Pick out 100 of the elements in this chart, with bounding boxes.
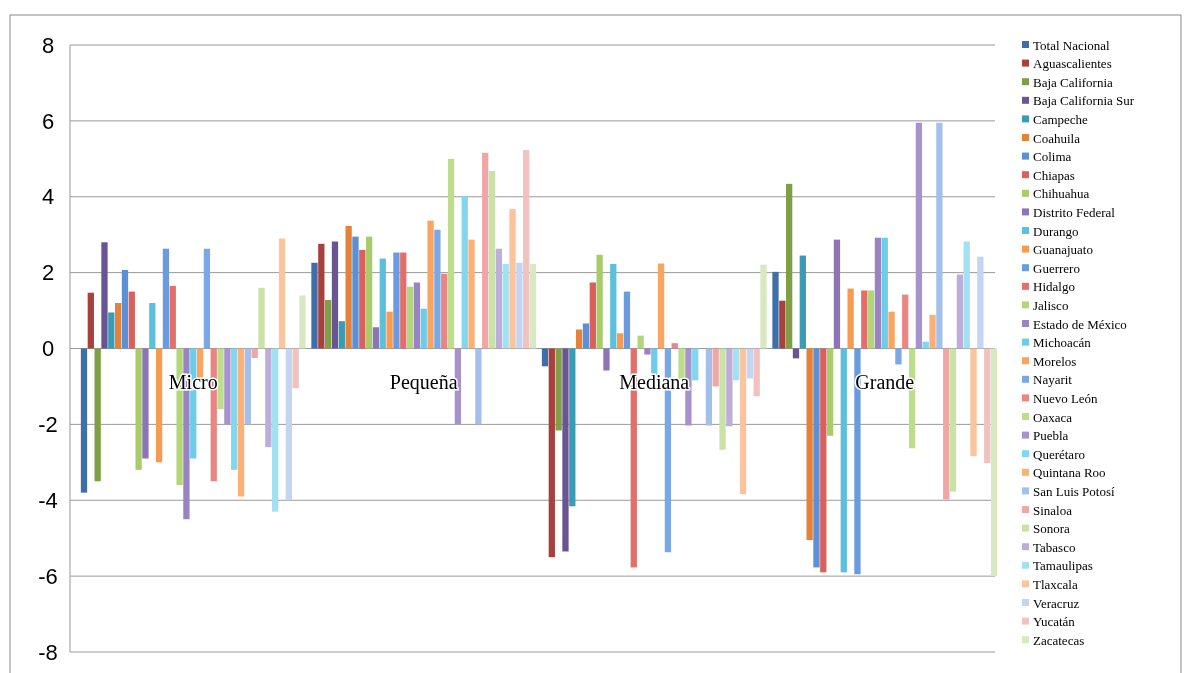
bar [265,348,272,448]
bar [726,348,733,427]
legend-label: Morelos [1033,353,1077,369]
legend-label: Nuevo León [1033,390,1099,406]
bar [406,286,414,349]
bar [311,262,318,349]
bar [217,348,224,410]
bar [990,348,998,577]
bar [760,264,767,349]
bar [970,348,977,457]
bar [386,311,393,349]
bar [915,122,923,349]
legend-label: Sonora [1033,521,1071,537]
bar [331,241,339,349]
bar [224,348,231,425]
bar [251,348,258,358]
bar [867,290,875,349]
bar [733,348,740,381]
legend-label: Yucatán [1033,614,1076,630]
bar [101,242,108,349]
bar [529,263,537,349]
bar [644,348,651,355]
bar [874,237,882,349]
legend-label: Durango [1033,223,1079,239]
legend-label: Guanajuato [1033,242,1093,258]
bar [162,248,170,349]
bar [786,183,793,349]
bar [345,225,352,349]
legend-label: Coahuila [1033,130,1081,146]
bar [338,321,345,349]
bar [977,256,984,349]
bar [285,348,292,501]
legend-label: Distrito Federal [1033,204,1116,220]
bar [746,348,753,379]
bar [258,287,265,349]
bar [657,263,665,349]
bar [575,329,583,349]
bar [87,292,94,349]
bar [94,348,101,482]
bar [278,238,286,349]
legend-label: Tlaxcala [1033,576,1078,592]
x-tick-label: Micro [168,370,218,393]
bar [447,158,455,349]
legend-label: Total Nacional [1033,37,1111,53]
bar [637,335,644,349]
legend-label: Oaxaca [1033,409,1073,425]
legend-label: Zacatecas [1033,632,1085,648]
bar [352,236,359,349]
bar [365,236,373,349]
bar [502,263,509,349]
legend-label: Chihuahua [1033,186,1090,202]
bar [379,258,386,349]
bar [114,302,122,349]
bar [108,312,115,349]
y-tick-label: -8 [38,639,58,665]
bar [434,229,441,349]
bar [155,348,163,463]
bar [318,243,325,349]
bar [562,348,569,552]
bar [475,348,482,425]
bar [203,248,211,349]
legend-label: Nayarit [1033,372,1073,388]
y-tick-label: 2 [41,260,55,286]
bar [596,254,603,349]
bar [929,314,936,349]
bar [555,348,562,431]
bar [861,290,868,349]
bar [135,348,142,470]
legend-label: Hidalgo [1033,279,1075,295]
bar [799,255,806,349]
bar [509,208,516,349]
legend-label: Estado de México [1033,316,1127,332]
legend-label: Baja California Sur [1033,93,1135,109]
bar [413,282,421,349]
bar [482,152,489,349]
legend-label: Veracruz [1033,595,1080,611]
legend-label: San Luis Potosí [1033,483,1116,499]
bar [569,348,576,507]
bar [142,348,149,459]
bar [231,348,238,470]
bar [902,294,909,349]
bar [936,122,943,349]
bar [468,239,475,349]
bar [888,311,895,349]
bar [772,271,779,349]
bar [582,323,590,349]
y-tick-label: -2 [38,412,58,438]
bar [495,248,503,349]
legend-label: Querétaro [1033,446,1085,462]
bar [963,241,970,349]
bar [984,348,991,464]
bar [671,343,678,349]
bar [895,348,902,365]
y-tick-label: 6 [41,108,55,134]
bar [541,348,549,367]
bar [523,150,530,349]
bar [325,299,332,349]
legend-label: Michoacán [1033,335,1092,351]
bar [610,263,617,349]
y-tick-label: 8 [41,32,55,58]
